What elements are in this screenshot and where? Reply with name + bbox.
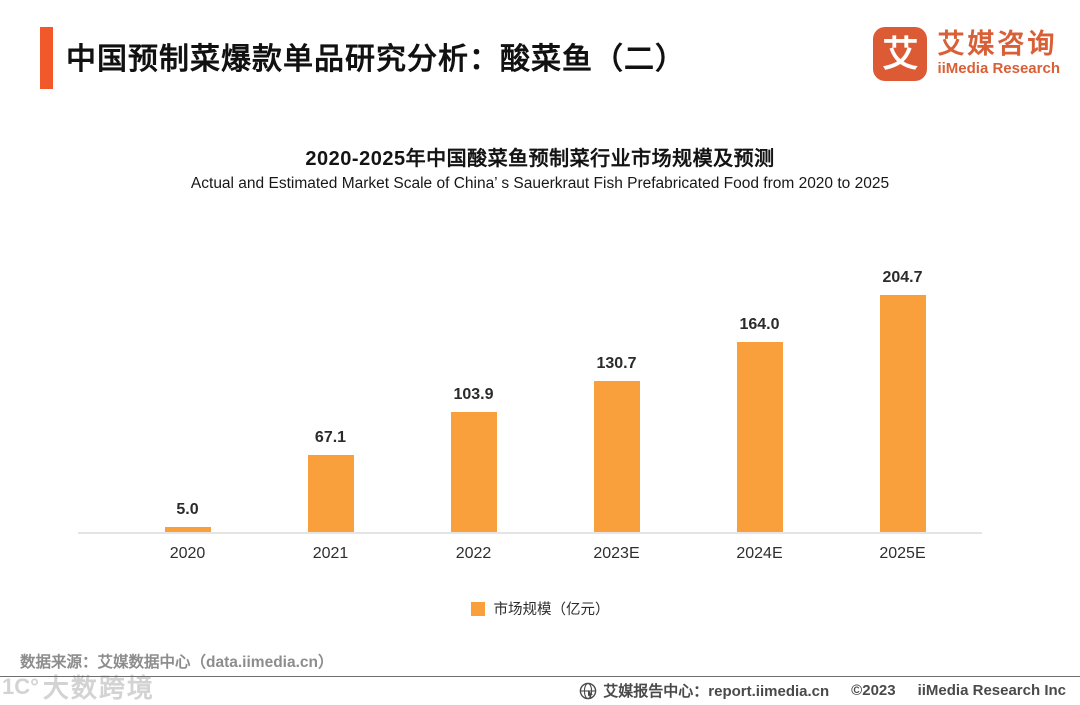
report-center-text: 艾媒报告中心：report.iimedia.cn bbox=[603, 683, 830, 700]
bar bbox=[164, 527, 211, 533]
iimedia-logo-icon: 艾 bbox=[873, 27, 928, 81]
bar-chart: 5.0 67.1 103.9 130.7 164.0 204.7 2020 2021 2022… bbox=[78, 250, 982, 562]
bar-column: 5.0 bbox=[116, 250, 259, 533]
x-axis-tick-label: 2024E bbox=[736, 545, 783, 562]
bar-value-label: 67.1 bbox=[314, 429, 347, 446]
x-axis-labels: 2020 2021 2022 2023E 2024E 2025E bbox=[116, 545, 974, 563]
bar bbox=[307, 455, 354, 533]
watermark-icon: 1C° bbox=[2, 673, 39, 699]
bar-value-label: 130.7 bbox=[596, 355, 637, 372]
title-accent-bar bbox=[40, 27, 53, 89]
x-axis-tick-label: 2020 bbox=[169, 545, 206, 562]
x-axis-tick-label: 2022 bbox=[455, 545, 492, 562]
watermark-text: 大数跨境 bbox=[42, 673, 155, 703]
bar-value-label: 5.0 bbox=[176, 501, 199, 518]
legend-label: 市场规模（亿元） bbox=[493, 602, 610, 618]
chart-title: 2020-2025年中国酸菜鱼预制菜行业市场规模及预测 bbox=[305, 148, 775, 170]
bar-value-label: 164.0 bbox=[739, 316, 780, 333]
iimedia-logo: 艾 艾媒咨询 iiMedia Research bbox=[873, 27, 1060, 81]
bar-column: 130.7 bbox=[545, 250, 688, 533]
legend: 市场规模（亿元） bbox=[0, 598, 1080, 619]
bar-value-label: 103.9 bbox=[453, 386, 494, 403]
bars-container: 5.0 67.1 103.9 130.7 164.0 204.7 bbox=[116, 250, 974, 533]
bar-value-label: 204.7 bbox=[882, 269, 923, 286]
page-title: 中国预制菜爆款单品研究分析：酸菜鱼（二） bbox=[66, 43, 686, 76]
x-axis-tick-label: 2021 bbox=[312, 545, 349, 562]
bar bbox=[450, 412, 497, 533]
footer-divider bbox=[0, 676, 1080, 677]
footer-bar: 艾媒报告中心：report.iimedia.cn ©2023 iiMedia R… bbox=[579, 680, 1066, 701]
logo-text: 艾媒咨询 iiMedia Research bbox=[937, 29, 1060, 78]
copyright-text: ©2023 bbox=[851, 682, 896, 699]
x-axis-line bbox=[78, 532, 982, 534]
bar-column: 67.1 bbox=[259, 250, 402, 533]
chart-subtitle: Actual and Estimated Market Scale of Chi… bbox=[190, 175, 890, 192]
bar bbox=[736, 342, 783, 533]
bar-column: 164.0 bbox=[688, 250, 831, 533]
report-center-icon bbox=[579, 682, 597, 700]
logo-glyph: 艾 bbox=[882, 33, 919, 74]
bar bbox=[593, 381, 640, 533]
bar-column: 204.7 bbox=[831, 250, 974, 533]
company-text: iiMedia Research Inc bbox=[917, 682, 1066, 699]
bar bbox=[879, 295, 926, 533]
logo-name-cn: 艾媒咨询 bbox=[937, 29, 1058, 60]
data-source-note: 数据来源：艾媒数据中心（data.iimedia.cn） bbox=[20, 654, 334, 671]
logo-name-en: iiMedia Research bbox=[937, 59, 1060, 77]
x-axis-tick-label: 2025E bbox=[879, 545, 926, 562]
legend-swatch bbox=[470, 601, 485, 616]
x-axis-tick-label: 2023E bbox=[593, 545, 640, 562]
watermark: 1C° 大数跨境 bbox=[2, 668, 155, 705]
bar-column: 103.9 bbox=[402, 250, 545, 533]
